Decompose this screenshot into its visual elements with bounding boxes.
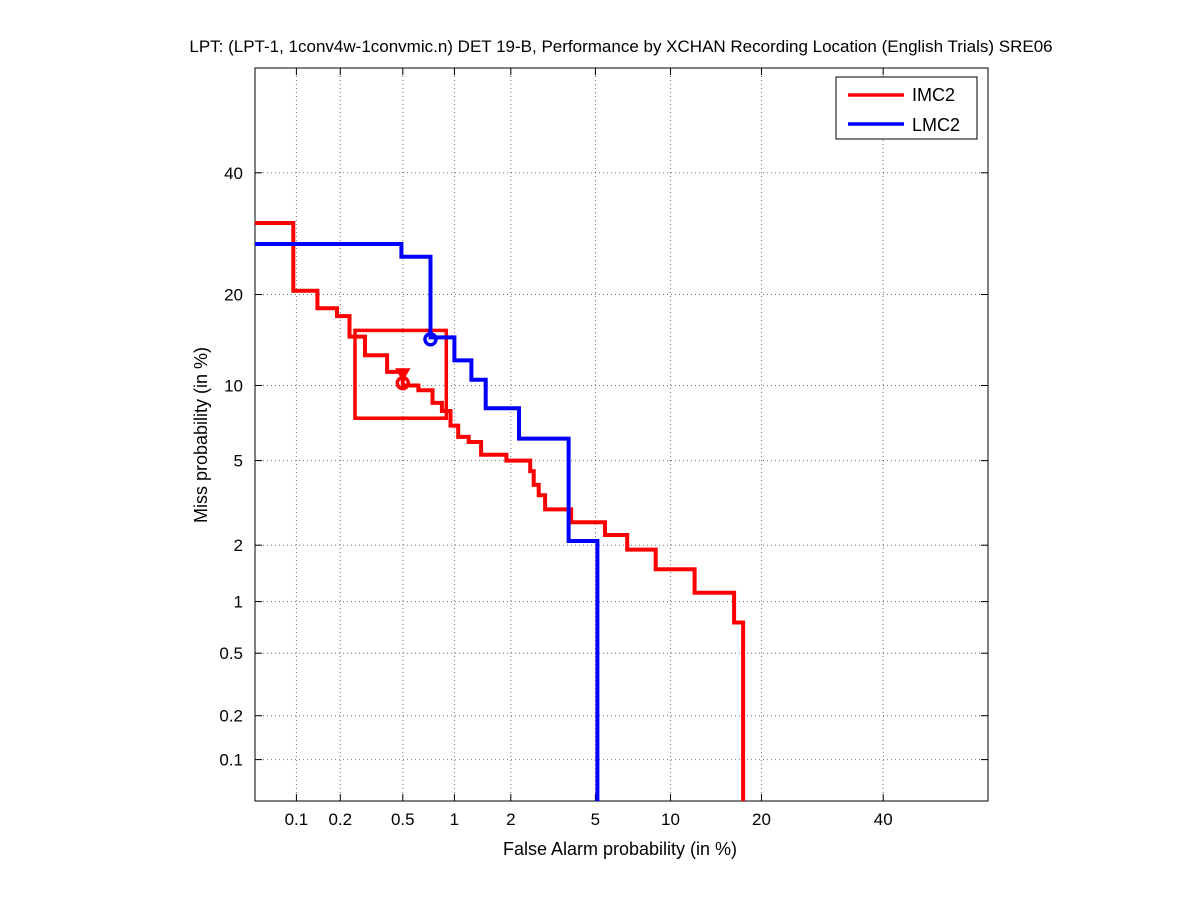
det-curve-lmc2 — [255, 242, 600, 801]
y-axis-label: Miss probability (in %) — [191, 347, 211, 523]
tick-layer: 0.1 0.2 0.5 1 2 5 10 20 40 0.1 0.2 0.5 1 2 5 10 20 40 — [219, 68, 988, 829]
y-tick-label: 5 — [234, 452, 243, 471]
confidence-box-imc2 — [353, 328, 449, 420]
x-tick-label: 5 — [591, 810, 600, 829]
legend-box — [835, 76, 978, 140]
x-tick-label: 0.1 — [285, 810, 309, 829]
y-tick-label: 0.2 — [219, 707, 243, 726]
x-axis-label: False Alarm probability (in %) — [503, 839, 737, 859]
x-tick-label: 1 — [450, 810, 459, 829]
operating-point-triangle-imc2 — [395, 368, 411, 382]
x-tick-label: 0.5 — [391, 810, 415, 829]
plot-frame — [254, 67, 989, 802]
x-tick-label: 10 — [661, 810, 680, 829]
x-tick-label: 40 — [874, 810, 893, 829]
y-tick-label: 0.1 — [219, 751, 243, 770]
det-curve-imc2 — [255, 221, 746, 801]
y-tick-label: 40 — [224, 164, 243, 183]
grid-layer — [255, 68, 988, 801]
legend-label-lmc2: LMC2 — [912, 115, 960, 135]
y-tick-label: 20 — [224, 286, 243, 305]
y-tick-label: 1 — [234, 593, 243, 612]
operating-point-circle-imc2 — [395, 375, 411, 391]
x-tick-label: 0.2 — [328, 810, 352, 829]
legend-label-imc2: IMC2 — [912, 85, 955, 105]
y-tick-label: 2 — [234, 536, 243, 555]
x-tick-label: 2 — [506, 810, 515, 829]
series-layer — [255, 221, 746, 801]
y-tick-label: 0.5 — [219, 644, 243, 663]
operating-point-circle-lmc2 — [423, 332, 438, 347]
chart-title: LPT: (LPT-1, 1conv4w-1convmic.n) DET 19-… — [189, 37, 1052, 56]
x-tick-label: 20 — [752, 810, 771, 829]
legend: IMC2 LMC2 — [835, 76, 978, 140]
y-tick-label: 10 — [224, 377, 243, 396]
